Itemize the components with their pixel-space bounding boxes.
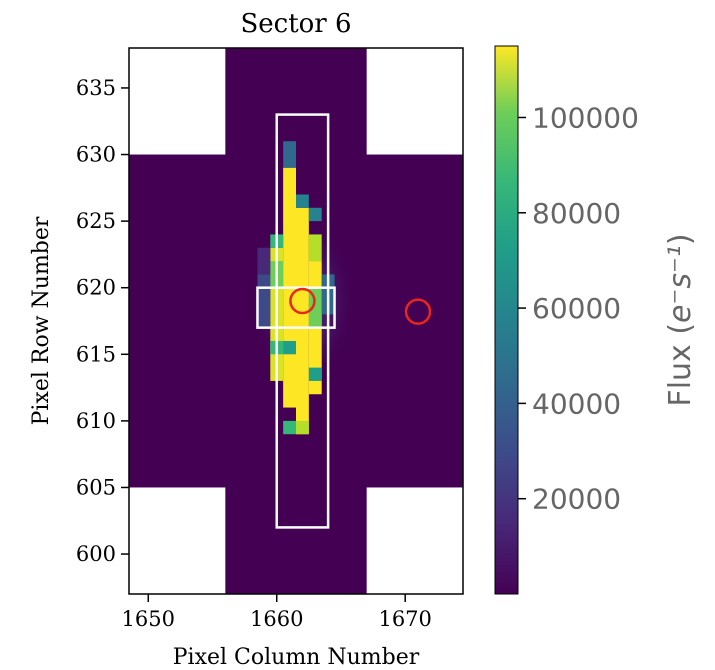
- flux-pixel: [283, 141, 296, 168]
- x-axis-ticks: 1650 1660 1670: [122, 594, 432, 631]
- flux-pixel: [308, 287, 322, 328]
- chart-title: Sector 6: [240, 9, 351, 39]
- y-tick-label: 615: [76, 342, 116, 366]
- flux-pixel: [257, 247, 271, 275]
- plot-area: [129, 48, 463, 594]
- y-axis-label: Pixel Row Number: [29, 216, 54, 425]
- flux-pixel: [296, 207, 309, 435]
- x-tick-label: 1660: [250, 607, 303, 631]
- colorbar-tick-label: 100000: [532, 101, 639, 134]
- x-tick-label: 1650: [122, 607, 175, 631]
- colorbar-label-base: Flux (: [663, 323, 698, 407]
- colorbar-tick-label: 80000: [532, 197, 621, 230]
- flux-pixel: [283, 340, 296, 355]
- y-axis-ticks: 600 605 610 615 620 625 630 635: [76, 76, 129, 566]
- colorbar-label: Flux (e⁻s⁻¹): [663, 233, 698, 406]
- colorbar-ticks: 20000 40000 60000 80000 100000: [518, 101, 639, 516]
- y-tick-label: 605: [76, 475, 116, 499]
- colorbar-label-units: e⁻s⁻¹: [663, 245, 698, 323]
- colorbar-tick-label: 60000: [532, 292, 621, 325]
- y-tick-label: 600: [76, 542, 116, 566]
- colorbar-tick-label: 40000: [532, 387, 621, 420]
- y-tick-label: 630: [76, 143, 116, 167]
- flux-pixel: [308, 367, 322, 381]
- flux-pixel: [308, 207, 322, 222]
- flux-pixel: [308, 234, 322, 262]
- flux-pixel: [296, 194, 309, 208]
- colorbar-tick-label: 20000: [532, 483, 621, 516]
- y-tick-label: 610: [76, 409, 116, 433]
- flux-pixel: [296, 420, 309, 435]
- flux-pixel: [257, 274, 271, 328]
- y-tick-label: 625: [76, 209, 116, 233]
- small-aperture: [256, 286, 336, 329]
- neighbor-marker: [404, 298, 432, 325]
- colorbar: [494, 45, 519, 595]
- flux-pixel: [283, 420, 296, 435]
- large-aperture: [275, 113, 330, 529]
- y-tick-label: 620: [76, 276, 116, 300]
- y-tick-label: 635: [76, 76, 116, 100]
- x-tick-label: 1670: [378, 607, 431, 631]
- target-marker: [289, 287, 316, 315]
- x-axis-label: Pixel Column Number: [173, 645, 420, 670]
- plot-frame: [128, 47, 464, 595]
- colorbar-label-end: ): [663, 233, 698, 245]
